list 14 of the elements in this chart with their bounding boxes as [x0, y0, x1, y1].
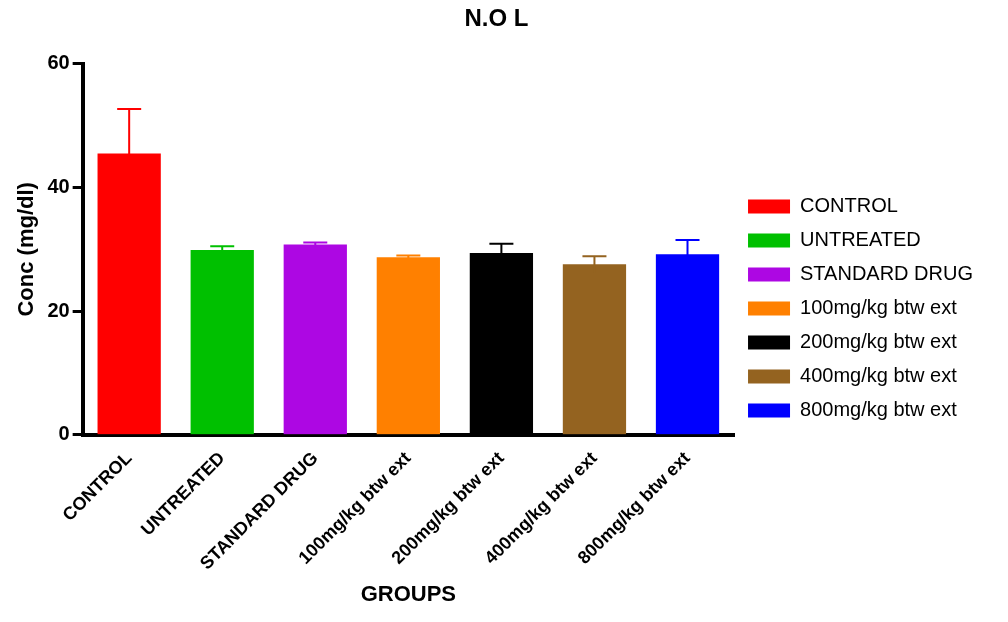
- chart-title: N.O L: [464, 4, 529, 32]
- legend-label: 400mg/kg btw ext: [800, 364, 958, 387]
- x-axis-title: GROUPS: [360, 580, 457, 606]
- y-tick-label: 0: [58, 422, 70, 445]
- y-tick-label: 40: [47, 175, 70, 197]
- y-axis-title: Conc (mg/dl): [13, 182, 39, 317]
- y-tick-label: 20: [47, 298, 70, 321]
- legend-label: CONTROL: [800, 194, 898, 217]
- y-tick-label: 60: [47, 51, 70, 74]
- legend-label: STANDARD DRUG: [800, 262, 973, 285]
- legend-label: 200mg/kg btw ext: [800, 330, 958, 353]
- legend-label: 800mg/kg btw ext: [800, 398, 958, 421]
- legend-label: 100mg/kg btw ext: [800, 296, 958, 319]
- legend-label: UNTREATED: [800, 228, 921, 251]
